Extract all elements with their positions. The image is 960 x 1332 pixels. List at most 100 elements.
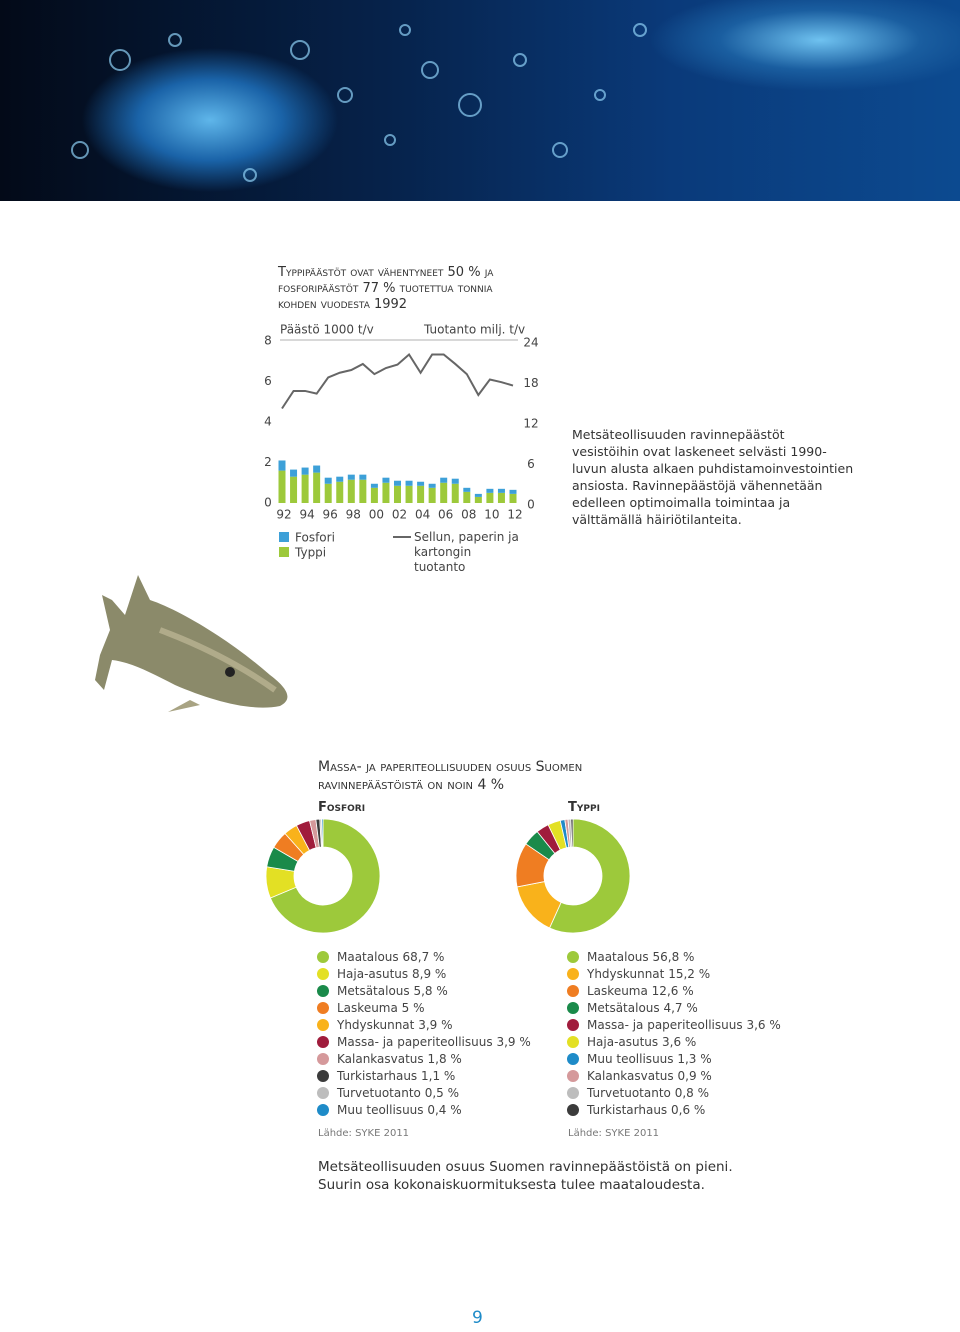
- legend-entry: Kalankasvatus 0,9 %: [587, 1069, 712, 1083]
- legend-entry: Haja-asutus 8,9 %: [337, 967, 446, 981]
- bar-segment: [463, 491, 471, 503]
- bar-segment: [347, 474, 355, 480]
- legend-entry: Laskeuma 12,6 %: [587, 984, 694, 998]
- legend-swatch: [317, 1036, 329, 1048]
- legend-name: Massa- ja paperiteollisuus: [337, 1035, 493, 1049]
- legend-name: Maatalous: [587, 950, 649, 964]
- bar-segment: [394, 485, 401, 503]
- legend-name: Muu teollisuus: [587, 1052, 674, 1066]
- bar-segment: [359, 479, 367, 503]
- legend-name: Turkistarhaus: [336, 1069, 417, 1083]
- bar-segment: [370, 487, 378, 503]
- bar-segment: [497, 492, 505, 503]
- bar-segment: [278, 470, 286, 503]
- donut-slice: [321, 818, 324, 848]
- legend-swatch: [567, 1104, 579, 1116]
- legend-entry: Laskeuma 5 %: [337, 1001, 425, 1015]
- legend-value: 1,1 %: [421, 1069, 455, 1083]
- legend-value: 0,6 %: [671, 1103, 705, 1117]
- bar-segment: [451, 478, 459, 484]
- legend-swatch: [567, 1002, 579, 1014]
- legend-name: Muu teollisuus: [337, 1103, 424, 1117]
- legend-entry: Haja-asutus 3,6 %: [587, 1035, 696, 1049]
- legend-name: Yhdyskunnat: [336, 1018, 415, 1032]
- legend-name: Laskeuma: [337, 1001, 398, 1015]
- bar-segment: [370, 483, 378, 488]
- section-title: Massa- ja paperiteollisuuden osuus Suome…: [318, 759, 583, 793]
- bar-segment: [336, 481, 344, 503]
- donut-slice: [269, 818, 381, 934]
- legend-name: Haja-asutus: [587, 1035, 658, 1049]
- y2-tick-label: 12: [523, 417, 538, 431]
- legend-value: 0,9 %: [678, 1069, 712, 1083]
- legend-swatch: [317, 985, 329, 997]
- bar-segment: [278, 460, 286, 471]
- bar-segment: [405, 485, 413, 503]
- legend-value: 5 %: [402, 1001, 425, 1015]
- legend-value: 3,6 %: [746, 1018, 780, 1032]
- legend-value: 15,2 %: [668, 967, 710, 981]
- donut-slice: [570, 818, 574, 848]
- legend-swatch: [567, 1087, 579, 1099]
- bar-segment: [428, 487, 436, 503]
- legend-swatch: [567, 1019, 579, 1031]
- x-tick-label: 06: [438, 508, 453, 522]
- legend-label: Fosfori: [295, 531, 335, 545]
- bar-segment: [382, 482, 390, 503]
- bar-segment: [463, 487, 471, 492]
- bar-segment: [509, 493, 517, 503]
- legend-swatch: [567, 1053, 579, 1065]
- legend-entry: Massa- ja paperiteollisuus 3,9 %: [337, 1035, 531, 1049]
- bar-segment: [417, 485, 425, 503]
- bar-segment: [428, 483, 436, 488]
- legend-entry: Maatalous 68,7 %: [337, 950, 444, 964]
- legend-name: Kalankasvatus: [337, 1052, 424, 1066]
- legend-name: Massa- ja paperiteollisuus: [587, 1018, 743, 1032]
- bar-segment: [313, 465, 321, 473]
- legend-value: 3,9 %: [496, 1035, 530, 1049]
- x-tick-label: 00: [369, 508, 384, 522]
- legend-swatch: [317, 951, 329, 963]
- legend-entry: Muu teollisuus 1,3 %: [587, 1052, 712, 1066]
- y-tick-label: 8: [264, 334, 272, 348]
- bar-segment: [301, 467, 309, 475]
- x-tick-label: 08: [461, 508, 476, 522]
- legend-swatch: [567, 985, 579, 997]
- bar-segment: [382, 477, 390, 483]
- fish: [95, 575, 288, 712]
- y2-tick-label: 24: [523, 336, 538, 350]
- bar-segment: [290, 476, 298, 503]
- y-tick-label: 2: [264, 455, 272, 469]
- bar-segment: [474, 496, 482, 503]
- legend-entry: Turvetuotanto 0,5 %: [336, 1086, 459, 1100]
- bar-segment: [486, 488, 494, 493]
- legend-name: Turkistarhaus: [586, 1103, 667, 1117]
- bar-segment: [405, 480, 413, 486]
- legend-entry: Metsätalous 5,8 %: [337, 984, 448, 998]
- legend-value: 3,6 %: [662, 1035, 696, 1049]
- legend-value: 56,8 %: [652, 950, 694, 964]
- legend-name: Turvetuotanto: [586, 1086, 671, 1100]
- legend-entry: Turkistarhaus 1,1 %: [336, 1069, 455, 1083]
- x-tick-label: 04: [415, 508, 430, 522]
- bar-segment: [509, 489, 517, 494]
- x-tick-label: 96: [323, 508, 338, 522]
- x-tick-label: 12: [507, 508, 522, 522]
- legend-entry: Massa- ja paperiteollisuus 3,6 %: [587, 1018, 781, 1032]
- line-series: [281, 352, 514, 410]
- donut-slice: [549, 818, 631, 934]
- header-photo: [0, 0, 960, 201]
- legend-name: Metsätalous: [337, 984, 410, 998]
- x-tick-label: 98: [346, 508, 361, 522]
- legend-swatch: [567, 1070, 579, 1082]
- legend-label: Sellun, paperin ja kartongin tuotanto: [414, 530, 519, 574]
- legend-entry: Turvetuotanto 0,8 %: [586, 1086, 709, 1100]
- legend-value: 68,7 %: [402, 950, 444, 964]
- legend-entry: Metsätalous 4,7 %: [587, 1001, 698, 1015]
- legend-entry: Turkistarhaus 0,6 %: [586, 1103, 705, 1117]
- bar-segment: [417, 481, 425, 486]
- x-tick-label: 02: [392, 508, 407, 522]
- legend-value: 12,6 %: [652, 984, 694, 998]
- bubbles: [71, 23, 647, 182]
- chart-title: Typpipäästöt ovat vähentyneet 50 % ja fo…: [278, 265, 494, 312]
